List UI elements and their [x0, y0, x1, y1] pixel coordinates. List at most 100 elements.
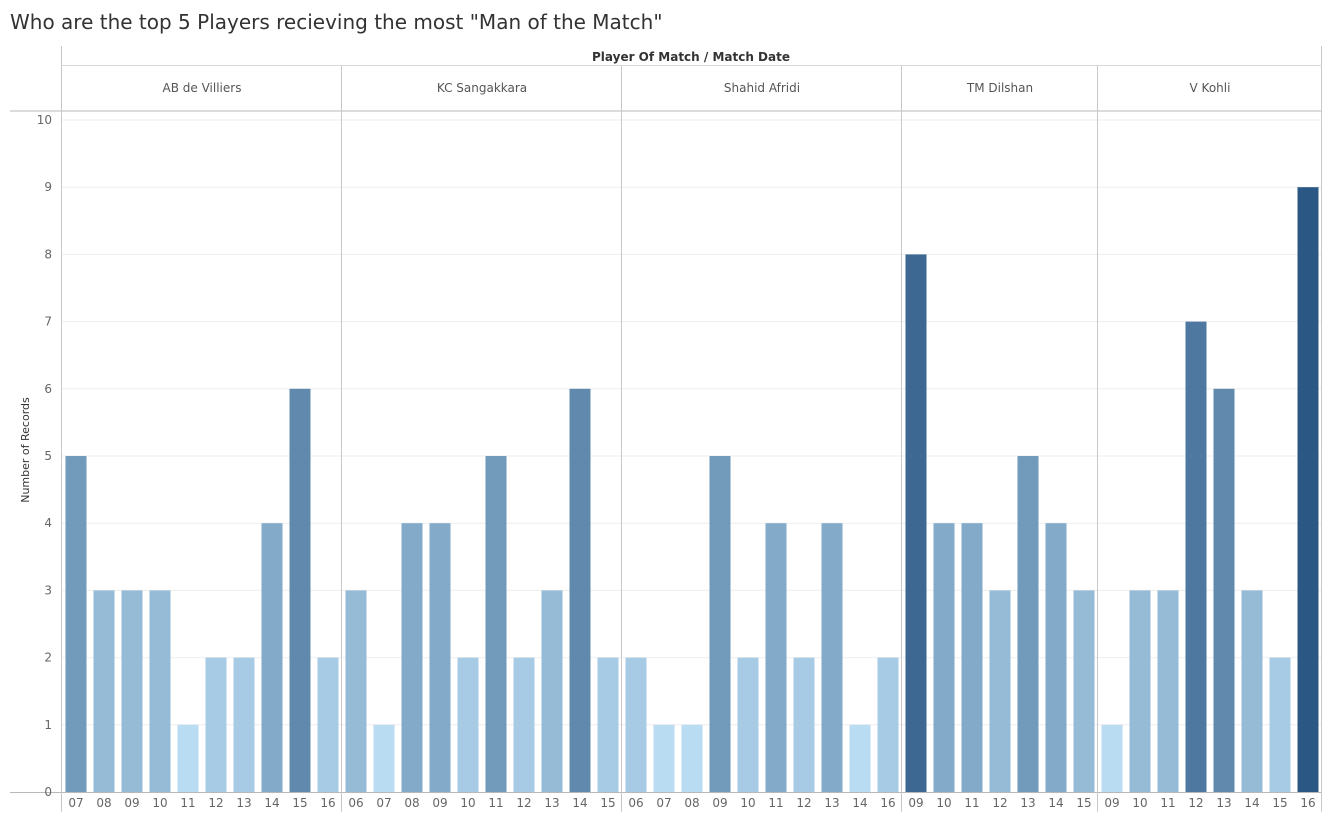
bar	[149, 590, 171, 792]
x-tick-label: 08	[684, 796, 699, 810]
x-tick-label: 09	[124, 796, 139, 810]
y-tick-label: 7	[44, 315, 52, 329]
y-tick-label: 9	[44, 180, 52, 194]
bars	[65, 187, 1319, 792]
x-tick-label: 06	[348, 796, 363, 810]
bar	[849, 724, 871, 792]
y-tick-label: 10	[37, 113, 52, 127]
bar	[1241, 590, 1263, 792]
bar	[793, 657, 815, 792]
bar	[541, 590, 563, 792]
bar	[1297, 187, 1319, 792]
x-tick-label: 09	[1104, 796, 1119, 810]
bar	[989, 590, 1011, 792]
panel-frame	[10, 46, 1322, 812]
bar	[513, 657, 535, 792]
x-tick-label: 14	[852, 796, 867, 810]
x-tick-label: 07	[376, 796, 391, 810]
bar	[65, 456, 87, 792]
bar	[737, 657, 759, 792]
bar	[1045, 523, 1067, 792]
bar	[597, 657, 619, 792]
bar	[821, 523, 843, 792]
x-tick-label: 09	[712, 796, 727, 810]
y-tick-label: 5	[44, 449, 52, 463]
bar	[765, 523, 787, 792]
bar	[233, 657, 255, 792]
bar	[289, 388, 311, 792]
x-tick-label: 14	[572, 796, 587, 810]
x-tick-label: 10	[1132, 796, 1147, 810]
y-tick-label: 4	[44, 516, 52, 530]
panel-header-label: AB de Villiers	[163, 81, 242, 95]
x-tick-label: 13	[236, 796, 251, 810]
bar	[1073, 590, 1095, 792]
panel-header-label: TM Dilshan	[966, 81, 1033, 95]
bar	[569, 388, 591, 792]
x-tick-label: 12	[1188, 796, 1203, 810]
x-tick-label: 14	[1048, 796, 1063, 810]
x-tick-label: 13	[1216, 796, 1231, 810]
bar	[1017, 456, 1039, 792]
x-tick-label: 12	[516, 796, 531, 810]
x-tick-label: 10	[152, 796, 167, 810]
x-tick-label: 06	[628, 796, 643, 810]
bar	[1129, 590, 1151, 792]
x-tick-label: 12	[796, 796, 811, 810]
x-tick-label: 13	[824, 796, 839, 810]
x-tick-label: 11	[964, 796, 979, 810]
bar	[205, 657, 227, 792]
bar	[485, 456, 507, 792]
header-label: Player Of Match / Match Date	[592, 50, 790, 64]
bar	[177, 724, 199, 792]
x-tick-label: 14	[264, 796, 279, 810]
bar	[1157, 590, 1179, 792]
bar	[401, 523, 423, 792]
x-tick-label: 12	[992, 796, 1007, 810]
chart-title: Who are the top 5 Players recieving the …	[10, 10, 663, 34]
x-tick-label: 08	[404, 796, 419, 810]
bar	[1185, 321, 1207, 792]
y-axis-label: Number of Records	[19, 397, 32, 503]
x-tick-label: 09	[432, 796, 447, 810]
bar	[1101, 724, 1123, 792]
x-tick-label: 16	[320, 796, 335, 810]
x-tick-label: 13	[1020, 796, 1035, 810]
x-tick-label: 13	[544, 796, 559, 810]
bar	[1269, 657, 1291, 792]
bar	[345, 590, 367, 792]
panel-header-label: Shahid Afridi	[724, 81, 800, 95]
bar	[709, 456, 731, 792]
bar	[121, 590, 143, 792]
x-tick-label: 16	[1300, 796, 1315, 810]
y-tick-label: 3	[44, 583, 52, 597]
panel-header-label: KC Sangakkara	[437, 81, 527, 95]
y-tick-label: 0	[44, 785, 52, 799]
x-tick-label: 09	[908, 796, 923, 810]
x-tick-label: 11	[1160, 796, 1175, 810]
x-tick-label: 11	[180, 796, 195, 810]
bar	[681, 724, 703, 792]
bar	[93, 590, 115, 792]
x-tick-label: 07	[656, 796, 671, 810]
x-tick-label: 14	[1244, 796, 1259, 810]
bar	[961, 523, 983, 792]
bar	[933, 523, 955, 792]
x-tick-label: 16	[880, 796, 895, 810]
bar	[429, 523, 451, 792]
y-tick-label: 2	[44, 651, 52, 665]
bar	[373, 724, 395, 792]
x-tick-label: 15	[1272, 796, 1287, 810]
bar	[457, 657, 479, 792]
bar	[877, 657, 899, 792]
bar	[261, 523, 283, 792]
bar	[317, 657, 339, 792]
x-tick-label: 10	[460, 796, 475, 810]
x-tick-label: 08	[96, 796, 111, 810]
x-tick-label: 15	[292, 796, 307, 810]
bar	[905, 254, 927, 792]
bar	[625, 657, 647, 792]
y-tick-label: 1	[44, 718, 52, 732]
